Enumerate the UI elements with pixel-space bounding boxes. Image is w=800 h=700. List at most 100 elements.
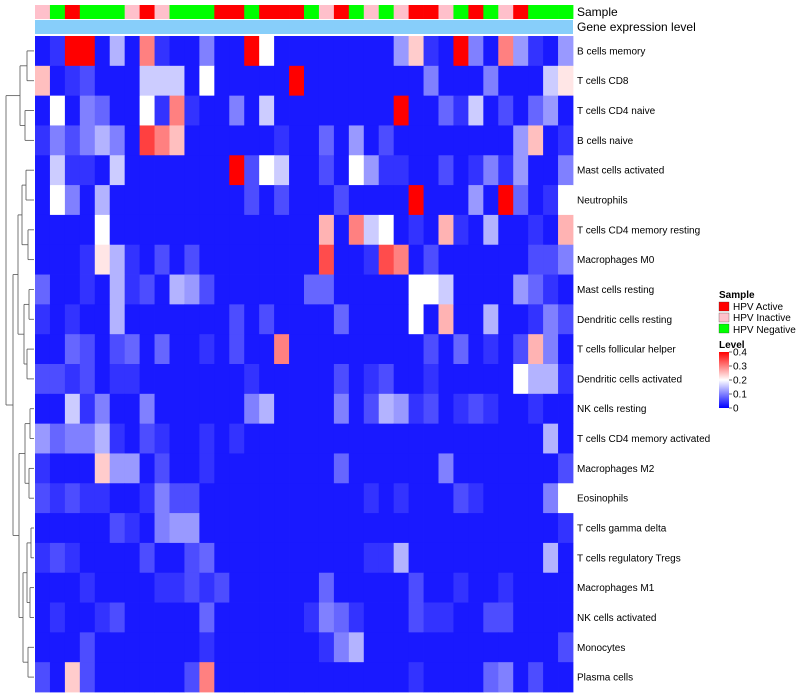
- heatmap-cell: [498, 304, 514, 335]
- sample-annotation-cell: [558, 5, 574, 19]
- heatmap-cell: [318, 662, 335, 693]
- heatmap-cell: [304, 483, 320, 514]
- row-label: B cells memory: [577, 46, 645, 57]
- heatmap-cell: [109, 542, 126, 574]
- heatmap-cell: [513, 572, 529, 603]
- heatmap-cell: [35, 334, 51, 365]
- heatmap-cell: [124, 155, 141, 186]
- heatmap-cell: [468, 513, 484, 544]
- heatmap-cell: [214, 185, 230, 216]
- heatmap-cell: [274, 662, 290, 693]
- heatmap-cell: [259, 274, 275, 305]
- heatmap-cell: [79, 36, 96, 67]
- heatmap-cell: [35, 214, 51, 246]
- sample-annotation-cell: [35, 5, 51, 19]
- heatmap-cell: [64, 423, 81, 454]
- heatmap-cell: [483, 214, 499, 246]
- heatmap-cell: [64, 364, 81, 395]
- heatmap-cell: [244, 125, 260, 156]
- heatmap-cell: [528, 274, 544, 305]
- heatmap-cell: [109, 602, 126, 633]
- heatmap-cell: [348, 274, 365, 305]
- heatmap-cell: [214, 304, 230, 335]
- heatmap-cell: [169, 393, 185, 425]
- heatmap-cell: [154, 572, 170, 603]
- heatmap-cell: [378, 95, 395, 126]
- heatmap-cell: [363, 662, 380, 693]
- heatmap-cell: [513, 483, 529, 514]
- heatmap-cell: [139, 244, 155, 275]
- heatmap-cell: [35, 602, 51, 633]
- heatmap-cell: [378, 274, 395, 305]
- heatmap-cell: [199, 423, 215, 454]
- heatmap-cell: [378, 334, 395, 365]
- level-tick-label: 0: [733, 404, 739, 415]
- heatmap-cell: [513, 632, 529, 663]
- row-label: Macrophages M1: [577, 583, 655, 594]
- heatmap-cell: [79, 95, 96, 126]
- sample-annotation-cell: [64, 5, 81, 19]
- heatmap-cell: [289, 632, 305, 663]
- heatmap-cell: [184, 483, 200, 514]
- heatmap-cell: [154, 304, 170, 335]
- heatmap-cell: [304, 36, 320, 67]
- heatmap-cell: [124, 602, 141, 633]
- heatmap-cell: [289, 244, 305, 275]
- heatmap-cell: [468, 453, 484, 484]
- heatmap-cell: [558, 214, 574, 246]
- heatmap-cell: [378, 602, 395, 633]
- heatmap-cell: [199, 513, 215, 544]
- heatmap-cell: [109, 483, 126, 514]
- heatmap-cell: [498, 364, 514, 395]
- heatmap-cell: [378, 36, 395, 67]
- heatmap-cell: [453, 483, 469, 514]
- heatmap-cell: [318, 214, 335, 246]
- heatmap-cell: [543, 453, 559, 484]
- heatmap-cell: [333, 632, 350, 663]
- heatmap-cell: [498, 65, 514, 97]
- heatmap-cell: [154, 274, 170, 305]
- heatmap-cell: [274, 125, 290, 156]
- heatmap-cell: [363, 155, 380, 186]
- heatmap-cell: [513, 513, 529, 544]
- sample-annotation-cell: [259, 5, 275, 19]
- heatmap-cell: [333, 274, 350, 305]
- heatmap-cell: [49, 125, 66, 156]
- sample-annotation-cell: [498, 5, 514, 19]
- heatmap-cell: [408, 304, 424, 335]
- level-legend: Level 0 0.1 0.2 0.3 0.4: [719, 340, 747, 415]
- heatmap-cell: [348, 542, 365, 574]
- heatmap-cell: [408, 513, 424, 544]
- heatmap-cell: [274, 602, 290, 633]
- heatmap-cell: [229, 602, 245, 633]
- heatmap-cell: [169, 155, 185, 186]
- heatmap-cell: [363, 65, 380, 97]
- heatmap-cell: [468, 125, 484, 156]
- heatmap-cell: [543, 423, 559, 454]
- heatmap-cell: [363, 125, 380, 156]
- heatmap-cell: [184, 513, 200, 544]
- heatmap-cell: [244, 453, 260, 484]
- sample-annotation-cell: [528, 5, 544, 19]
- heatmap-cell: [199, 36, 215, 67]
- heatmap-cell: [214, 513, 230, 544]
- heatmap-cell: [94, 185, 111, 216]
- heatmap-cell: [408, 65, 424, 97]
- heatmap-cell: [423, 65, 439, 97]
- heatmap-cell: [244, 393, 260, 425]
- heatmap-cell: [259, 393, 275, 425]
- heatmap-cell: [468, 304, 484, 335]
- heatmap-cell: [468, 364, 484, 395]
- heatmap-cell: [363, 602, 380, 633]
- heatmap-cell: [408, 632, 424, 663]
- heatmap-cell: [558, 185, 574, 216]
- heatmap-cell: [453, 244, 469, 275]
- heatmap-cell: [64, 214, 81, 246]
- heatmap-cell: [423, 334, 439, 365]
- heatmap-cell: [378, 453, 395, 484]
- heatmap-cell: [333, 572, 350, 603]
- heatmap-cell: [64, 662, 81, 693]
- heatmap-cell: [304, 393, 320, 425]
- heatmap-cell: [483, 155, 499, 186]
- heatmap-cell: [274, 244, 290, 275]
